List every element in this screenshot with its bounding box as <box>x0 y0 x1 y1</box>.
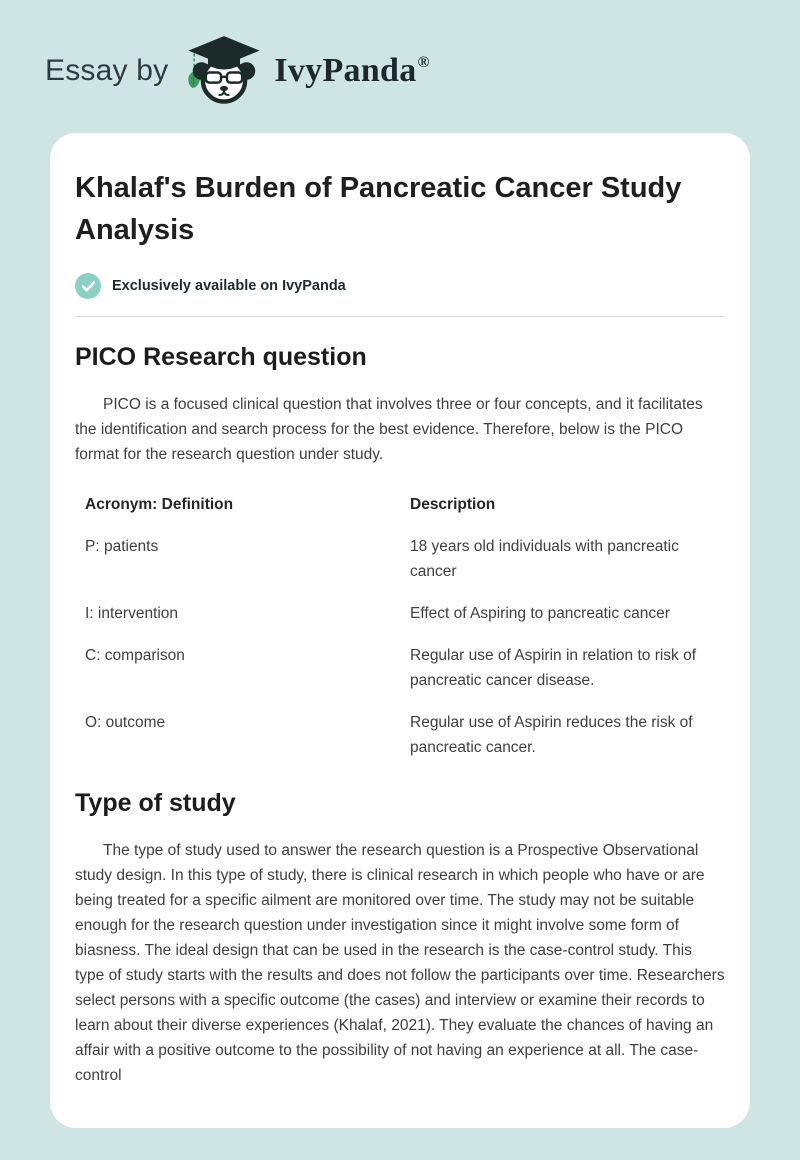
pico-paragraph: PICO is a focused clinical question that… <box>75 396 703 463</box>
table-row-p-acronym: P: patients <box>85 538 159 555</box>
check-icon <box>75 273 101 299</box>
table-row-i-acronym: I: intervention <box>85 605 179 622</box>
essay-title: Khalaf's Burden of Pancreatic Cancer Stu… <box>75 172 682 246</box>
type-of-study-paragraph: The type of study used to answer the res… <box>75 842 725 1084</box>
divider <box>75 316 725 317</box>
table-header-description: Description <box>410 496 496 513</box>
exclusive-badge: Exclusively available on IvyPanda <box>75 273 725 299</box>
essay-by-label: Essay by <box>45 54 169 87</box>
brand-name[interactable]: IvyPanda® <box>274 52 429 90</box>
registered-mark: ® <box>417 54 430 71</box>
table-row-c-acronym: C: comparison <box>85 647 185 664</box>
table-row-c-description: Regular use of Aspirin in relation to ri… <box>410 647 697 689</box>
exclusive-badge-label: Exclusively available on IvyPanda <box>112 278 346 294</box>
table-row-p-description: 18 years old individuals with pancreatic… <box>410 538 679 580</box>
section-heading-pico: PICO Research question <box>75 343 367 371</box>
brand-text: IvyPanda <box>274 52 417 89</box>
ivypanda-panda-logo-icon[interactable] <box>184 33 264 109</box>
table-row-o-description: Regular use of Aspirin reduces the risk … <box>410 714 693 756</box>
table-header-acronym: Acronym: Definition <box>85 496 234 513</box>
essay-card: Khalaf's Burden of Pancreatic Cancer Stu… <box>50 133 750 1128</box>
site-header: Essay by <box>0 0 800 108</box>
pico-table: Acronym: Definition Description P: patie… <box>75 492 725 760</box>
table-row-i-description: Effect of Aspiring to pancreatic cancer <box>410 605 670 622</box>
table-row-o-acronym: O: outcome <box>85 714 166 731</box>
page: Essay by <box>0 0 800 1128</box>
section-heading-type-of-study: Type of study <box>75 789 236 817</box>
